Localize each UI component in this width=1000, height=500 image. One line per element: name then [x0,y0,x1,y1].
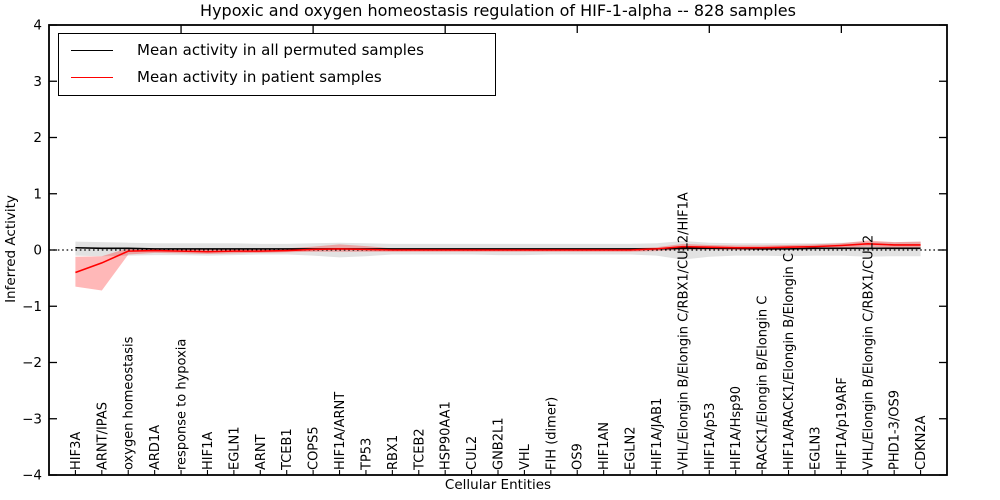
y-tick-label: −2 [22,355,42,371]
x-category-label: EGLN2 [624,426,639,470]
x-category-label: HIF3A [69,432,84,470]
y-tick-label: −3 [22,411,42,427]
x-category-label: GNB2L1 [492,417,507,470]
x-category-label: CDKN2A [914,415,929,470]
x-category-label: VHL/Elongin B/Elongin C/RBX1/CUL2/HIF1A [676,192,691,470]
y-tick-label: 2 [33,130,42,146]
legend-label-permuted: Mean activity in all permuted samples [137,41,424,59]
y-tick-label: 1 [33,186,42,202]
x-category-label: CUL2 [465,436,480,470]
x-category-label: HSP90AA1 [439,401,454,470]
x-category-label: OS9 [571,443,586,470]
x-category-label: HIF1A/p19ARF [835,377,850,470]
patient-line-swatch [71,76,113,78]
x-category-label: response to hypoxia [175,339,190,470]
x-category-label: EGLN3 [808,426,823,470]
x-axis-label: Cellular Entities [444,477,552,493]
x-category-label: ARNT [254,434,269,470]
legend-entry-permuted: Mean activity in all permuted samples [71,40,485,60]
y-axis-label: Inferred Activity [3,195,19,303]
y-tick-label: 3 [33,74,42,90]
legend-entry-patient: Mean activity in patient samples [71,67,485,87]
x-category-label: PHD1-3/OS9 [888,390,903,470]
y-tick-label: 4 [33,18,42,34]
x-category-label: VHL [518,443,533,470]
x-category-label: HIF1A/ARNT [333,392,348,470]
y-tick-label: 0 [33,243,42,259]
patient-mean-line [75,243,921,274]
x-category-label: HIF1A/RACK1/Elongin B/Elongin C [782,253,797,470]
legend-label-patient: Mean activity in patient samples [137,68,382,87]
x-category-label: COPS5 [307,426,322,470]
x-category-label: HIF1A/Hsp90 [729,386,744,470]
x-category-label: HIF1A [201,432,216,470]
legend: Mean activity in all permuted samples Me… [58,33,496,96]
x-category-label: RACK1/Elongin B/Elongin C [756,296,771,470]
plot-frame [48,24,948,476]
permuted-mean-line [75,246,921,250]
x-category-label: RBX1 [386,435,401,470]
x-category-label: HIF1A/JAB1 [650,398,665,470]
y-tick-label: −4 [22,468,42,484]
x-category-label: EGLN1 [227,426,242,470]
permuted-line-swatch [71,49,113,51]
x-category-label: ARD1A [148,425,163,470]
x-category-label: HIF1A/p53 [703,403,718,470]
x-category-label: FIH (dimer) [544,397,559,470]
y-tick-label: −1 [22,299,42,315]
x-category-label: oxygen homeostasis [122,336,137,470]
x-category-label: TP53 [359,438,374,471]
x-category-label: TCEB1 [280,428,295,471]
x-category-label: VHL/Elongin B/Elongin C/RBX1/CUL2 [861,235,876,470]
chart-title: Hypoxic and oxygen homeostasis regulatio… [200,1,796,20]
x-category-label: ARNT/IPAS [95,402,110,470]
x-category-label: HIF1AN [597,422,612,470]
x-category-label: TCEB2 [412,428,427,471]
